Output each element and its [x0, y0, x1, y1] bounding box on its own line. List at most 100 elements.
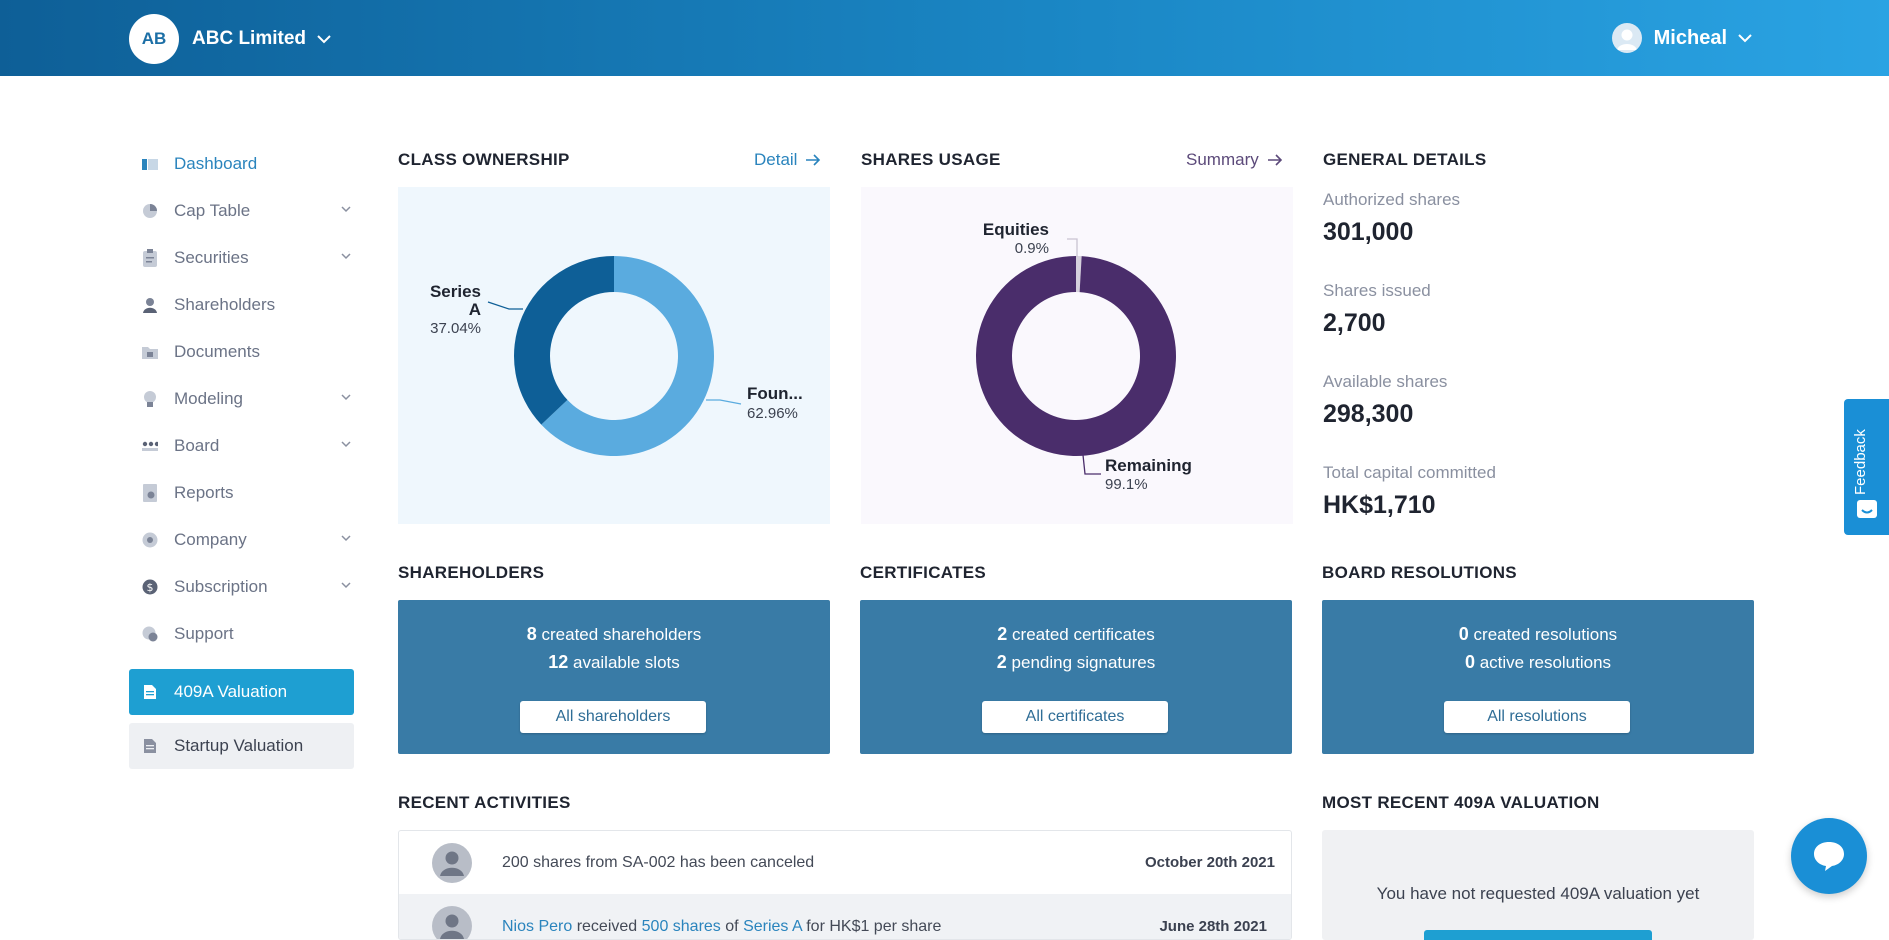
activity-row: 200 shares from SA-002 has been canceled…	[399, 831, 1291, 894]
activity-row: Nios Pero received 500 shares of Series …	[399, 894, 1291, 940]
chat-button[interactable]	[1791, 818, 1867, 894]
sidebar-item-label: Board	[174, 436, 219, 456]
recent-409a-title: MOST RECENT 409A VALUATION	[1322, 793, 1600, 813]
certificates-pending-line: 2 pending signatures	[860, 652, 1292, 673]
sidebar-item-label: Documents	[174, 342, 260, 362]
sidebar-item-label: Company	[174, 530, 247, 550]
total-capital-label: Total capital committed	[1323, 463, 1496, 483]
shareholder-link[interactable]: Nios Pero	[502, 918, 572, 935]
user-menu[interactable]: Micheal	[1612, 23, 1753, 53]
available-shares-label: Available shares	[1323, 372, 1447, 392]
avatar	[432, 843, 472, 883]
shareholders-card: 8 created shareholders 12 available slot…	[398, 600, 830, 754]
startup-valuation-button[interactable]: Startup Valuation	[129, 723, 354, 769]
sidebar-item-shareholders[interactable]: Shareholders	[129, 281, 354, 328]
shareholders-slots-line: 12 available slots	[398, 652, 830, 673]
recent-409a-panel: You have not requested 409A valuation ye…	[1322, 830, 1754, 940]
summary-link-label: Summary	[1186, 150, 1259, 170]
user-avatar-icon	[1612, 23, 1642, 53]
board-icon	[142, 438, 158, 454]
share-class-link[interactable]: Series A	[743, 918, 802, 935]
activity-date: October 20th 2021	[1145, 854, 1275, 871]
chevron-down-icon	[340, 252, 352, 260]
class-ownership-detail-link[interactable]: Detail	[754, 150, 821, 170]
shares-issued-label: Shares issued	[1323, 281, 1431, 301]
clipboard-icon	[142, 250, 158, 266]
sidebar-item-label: Cap Table	[174, 201, 250, 221]
resolutions-active-line: 0 active resolutions	[1322, 652, 1754, 673]
authorized-shares-label: Authorized shares	[1323, 190, 1460, 210]
sidebar-item-label: Dashboard	[174, 154, 257, 174]
shares-link[interactable]: 500 shares	[642, 918, 721, 935]
company-switcher[interactable]: AB ABC Limited	[129, 14, 332, 64]
chevron-down-icon	[340, 440, 352, 448]
feedback-tab[interactable]: Feedback	[1844, 399, 1889, 535]
top-header: AB ABC Limited Micheal	[0, 0, 1889, 76]
activity-date: June 28th 2021	[1159, 918, 1267, 935]
general-details-title: GENERAL DETAILS	[1323, 150, 1487, 170]
startup-valuation-label: Startup Valuation	[174, 736, 303, 756]
409a-valuation-button[interactable]: 409A Valuation	[129, 669, 354, 715]
sidebar-item-label: Reports	[174, 483, 234, 503]
chevron-down-icon	[340, 534, 352, 542]
recent-activities-list: 200 shares from SA-002 has been canceled…	[398, 830, 1292, 940]
detail-link-label: Detail	[754, 150, 797, 170]
chat-bubble-icon	[1811, 839, 1847, 873]
sidebar-item-subscription[interactable]: $ Subscription	[129, 563, 354, 610]
class-ownership-title: CLASS OWNERSHIP	[398, 150, 570, 170]
authorized-shares-value: 301,000	[1323, 218, 1413, 247]
feedback-label: Feedback	[1852, 429, 1869, 495]
label-remaining: Remaining	[1105, 456, 1192, 475]
value-label-founders: 62.96%	[747, 405, 798, 422]
chevron-down-icon	[340, 581, 352, 589]
sidebar-item-documents[interactable]: Documents	[129, 328, 354, 375]
label-series-a: Series	[430, 282, 481, 301]
smiley-icon	[1857, 500, 1877, 518]
no-valuation-text: You have not requested 409A valuation ye…	[1322, 884, 1754, 904]
leader-line-founders	[706, 400, 741, 404]
leader-line-remaining	[1083, 455, 1101, 474]
arrow-right-icon	[805, 153, 821, 167]
sidebar-item-modeling[interactable]: Modeling	[129, 375, 354, 422]
dashboard-icon	[142, 156, 158, 172]
sidebar-item-board[interactable]: Board	[129, 422, 354, 469]
all-certificates-button[interactable]: All certificates	[982, 701, 1168, 733]
sidebar-item-cap-table[interactable]: Cap Table	[129, 187, 354, 234]
total-capital-value: HK$1,710	[1323, 491, 1436, 520]
support-icon	[142, 626, 158, 642]
all-resolutions-button[interactable]: All resolutions	[1444, 701, 1630, 733]
shares-usage-summary-link[interactable]: Summary	[1186, 150, 1283, 170]
label-series-a-line2: A	[469, 300, 481, 319]
shares-issued-value: 2,700	[1323, 309, 1386, 338]
lightbulb-icon	[142, 391, 158, 407]
activity-text: 200 shares from SA-002 has been canceled	[502, 854, 814, 872]
avatar	[432, 906, 472, 940]
document-icon	[142, 738, 158, 754]
leader-line-equities	[1067, 239, 1077, 257]
sidebar-item-label: Shareholders	[174, 295, 275, 315]
company-avatar: AB	[129, 14, 179, 64]
all-shareholders-button[interactable]: All shareholders	[520, 701, 706, 733]
409a-valuation-label: 409A Valuation	[174, 682, 287, 702]
company-name: ABC Limited	[192, 28, 306, 50]
sidebar-item-dashboard[interactable]: Dashboard	[129, 140, 354, 187]
leader-line-series-a	[488, 302, 523, 309]
person-icon	[142, 297, 158, 313]
folder-icon	[142, 344, 158, 360]
sidebar-item-securities[interactable]: Securities	[129, 234, 354, 281]
shares-usage-title: SHARES USAGE	[861, 150, 1001, 170]
value-label-series-a: 37.04%	[430, 320, 481, 337]
sidebar-item-company[interactable]: Company	[129, 516, 354, 563]
activity-text: Nios Pero received 500 shares of Series …	[502, 918, 941, 936]
label-founders: Foun...	[747, 384, 803, 403]
sidebar-item-reports[interactable]: Reports	[129, 469, 354, 516]
certificates-card: 2 created certificates 2 pending signatu…	[860, 600, 1292, 754]
svg-text:$: $	[147, 581, 154, 594]
sidebar-item-support[interactable]: Support	[129, 610, 354, 657]
sidebar-item-label: Support	[174, 624, 234, 644]
board-resolutions-title: BOARD RESOLUTIONS	[1322, 563, 1517, 583]
